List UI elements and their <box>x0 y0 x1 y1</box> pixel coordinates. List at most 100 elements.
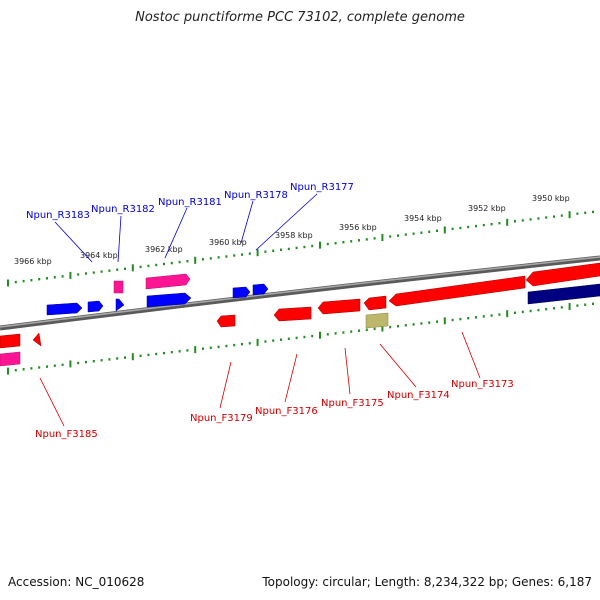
gene-feature[interactable] <box>273 306 312 322</box>
minor-tick <box>248 252 251 255</box>
major-tick <box>443 226 446 234</box>
leader-line <box>39 377 65 427</box>
leader-line <box>461 331 481 379</box>
minor-tick <box>280 338 282 341</box>
minor-tick <box>350 240 353 243</box>
minor-tick <box>178 260 181 264</box>
gene-feature[interactable] <box>46 302 83 316</box>
leader-line <box>219 361 232 409</box>
minor-tick <box>436 320 438 323</box>
minor-tick <box>397 234 399 237</box>
minor-tick <box>529 309 532 313</box>
minor-tick <box>428 230 431 233</box>
minor-tick <box>46 365 48 368</box>
minor-tick <box>124 267 126 270</box>
ruler-label-3960: 3960 kbp <box>209 238 247 247</box>
minor-tick <box>92 271 95 274</box>
leader-line <box>284 353 298 403</box>
minor-tick <box>404 233 407 236</box>
minor-tick <box>233 343 236 347</box>
minor-tick <box>225 255 228 258</box>
gene-label-reverse[interactable]: Npun_R3181 <box>158 197 222 208</box>
minor-tick <box>287 247 290 251</box>
minor-tick <box>30 367 33 370</box>
gene-feature[interactable] <box>317 298 361 315</box>
gene-feature[interactable] <box>146 292 192 308</box>
major-tick <box>256 249 259 257</box>
leader-line <box>240 200 254 244</box>
minor-tick <box>147 264 150 268</box>
minor-tick <box>514 311 516 314</box>
major-tick <box>194 256 197 264</box>
reverse-gene-labels: Npun_R3183 Npun_R3182 Npun_R3181 Npun_R3… <box>26 182 354 221</box>
gene-feature[interactable] <box>232 286 251 299</box>
minor-tick <box>14 369 17 372</box>
minor-tick <box>560 306 563 309</box>
minor-tick <box>186 349 189 352</box>
minor-tick <box>303 245 306 249</box>
minor-tick <box>451 318 454 322</box>
gene-feature[interactable] <box>216 314 236 328</box>
minor-tick <box>38 278 41 281</box>
minor-tick <box>389 235 392 238</box>
major-tick <box>7 279 9 287</box>
gene-feature[interactable] <box>388 275 526 307</box>
gene-label-forward[interactable]: Npun_F3176 <box>255 406 318 417</box>
gene-label-reverse[interactable]: Npun_R3177 <box>290 182 354 193</box>
ruler-label-3950: 3950 kbp <box>532 194 570 203</box>
gene-feature[interactable] <box>252 283 269 296</box>
forward-gene-labels: Npun_F3185 Npun_F3179 Npun_F3176 Npun_F3… <box>35 379 514 440</box>
minor-tick <box>428 321 431 324</box>
rna-feature[interactable] <box>113 280 124 294</box>
ruler-label-3954: 3954 kbp <box>404 214 442 223</box>
minor-tick <box>116 268 119 271</box>
minor-tick <box>217 345 220 349</box>
minor-tick <box>412 323 415 326</box>
minor-tick <box>202 258 204 261</box>
rna-feature[interactable] <box>0 351 21 367</box>
misc-feature[interactable] <box>365 312 389 329</box>
gene-label-reverse[interactable]: Npun_R3178 <box>224 190 288 201</box>
leader-line <box>344 347 351 395</box>
gene-label-forward[interactable]: Npun_F3175 <box>321 398 384 409</box>
gene-label-reverse[interactable]: Npun_R3182 <box>91 204 155 215</box>
major-tick <box>443 317 446 325</box>
minor-tick <box>459 226 462 230</box>
minor-tick <box>436 229 438 232</box>
minor-tick <box>225 344 228 348</box>
gene-label-forward[interactable]: Npun_F3179 <box>190 413 253 424</box>
minor-tick <box>272 339 275 342</box>
gene-label-forward[interactable]: Npun_F3185 <box>35 429 98 440</box>
gene-label-reverse[interactable]: Npun_R3183 <box>26 210 90 221</box>
gene-label-forward[interactable]: Npun_F3173 <box>451 379 514 390</box>
gene-label-forward[interactable]: Npun_F3174 <box>387 390 450 401</box>
gene-feature[interactable] <box>525 262 600 287</box>
minor-tick <box>264 340 267 343</box>
rna-feature[interactable] <box>145 273 191 290</box>
minor-tick <box>521 219 524 222</box>
minor-tick <box>108 269 111 272</box>
minor-tick <box>584 211 587 214</box>
minor-tick <box>303 335 306 339</box>
minor-tick <box>139 265 142 269</box>
minor-tick <box>209 346 212 349</box>
minor-tick <box>14 280 17 284</box>
outer-tick-ring <box>7 210 594 287</box>
minor-tick <box>482 315 485 318</box>
minor-tick <box>560 214 563 217</box>
major-tick <box>506 310 509 318</box>
gene-feature[interactable] <box>87 300 104 313</box>
gene-feature[interactable] <box>115 298 125 312</box>
reverse-strand-features <box>46 273 600 316</box>
gene-feature[interactable] <box>32 332 42 347</box>
minor-tick <box>358 329 360 332</box>
minor-tick <box>53 364 56 367</box>
minor-tick <box>53 276 56 279</box>
minor-tick <box>412 232 415 235</box>
minor-tick <box>186 260 189 263</box>
gene-feature-dark[interactable] <box>527 283 600 305</box>
gene-feature[interactable] <box>363 295 387 311</box>
gene-feature[interactable] <box>0 333 21 349</box>
minor-tick <box>108 358 111 361</box>
major-tick <box>131 353 134 361</box>
